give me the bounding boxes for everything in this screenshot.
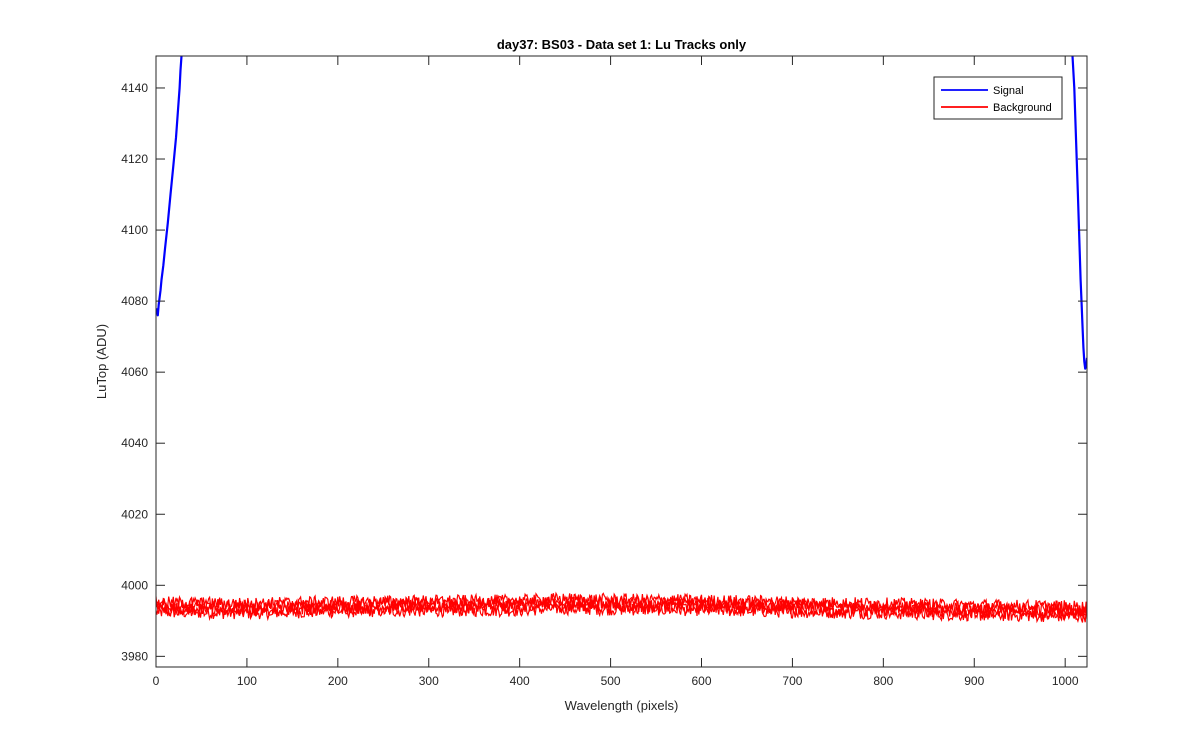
x-tick-label: 300 — [419, 674, 439, 688]
y-tick-label: 3980 — [121, 649, 148, 663]
x-tick-label: 600 — [691, 674, 711, 688]
y-tick-label: 4100 — [121, 223, 148, 237]
plot-frame — [155, 55, 1088, 668]
x-tick-label: 900 — [964, 674, 984, 688]
x-tick-label: 800 — [873, 674, 893, 688]
y-tick-label: 4060 — [121, 365, 148, 379]
legend-box — [933, 76, 1063, 120]
x-tick-label: 0 — [153, 674, 160, 688]
x-tick-label: 400 — [510, 674, 530, 688]
legend: Signal Background — [933, 76, 1063, 120]
legend-label-signal: Signal — [993, 85, 1024, 97]
plot-area — [156, 56, 1087, 667]
x-tick-label: 500 — [601, 674, 621, 688]
y-tick-label: 4040 — [121, 436, 148, 450]
y-tick-label: 4140 — [121, 81, 148, 95]
background-series-trace — [156, 598, 1087, 621]
x-tick-label: 100 — [237, 674, 257, 688]
y-tick-label: 4080 — [121, 294, 148, 308]
x-tick-label: 200 — [328, 674, 348, 688]
x-axis-label: Wavelength (pixels) — [565, 698, 679, 713]
y-tick-label: 4000 — [121, 578, 148, 592]
chart-title: day37: BS03 - Data set 1: Lu Tracks only — [497, 37, 747, 52]
x-tick-label: 700 — [782, 674, 802, 688]
y-axis-label: LuTop (ADU) — [94, 324, 109, 399]
y-tick-label: 4120 — [121, 152, 148, 166]
y-tick-label: 4020 — [121, 507, 148, 521]
legend-label-background: Background — [993, 102, 1052, 114]
background-series-trace — [156, 591, 1087, 615]
x-tick-label: 1000 — [1052, 674, 1079, 688]
ticks-layer: 0 100 200 300 400 500 600 700 800 900 1000 3980 4000… — [121, 56, 1087, 688]
